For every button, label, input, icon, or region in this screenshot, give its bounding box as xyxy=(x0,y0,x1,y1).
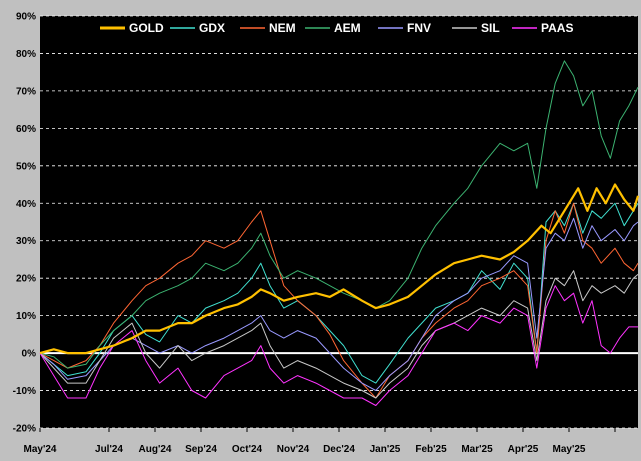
y-tick-label: 50% xyxy=(16,161,36,172)
series-line-gdx xyxy=(39,202,639,384)
x-tick-label: Mar'25 xyxy=(461,444,493,455)
legend: GOLD GDX NEM AEM FNV SIL PAAS xyxy=(100,21,573,35)
x-tick-label: Feb'25 xyxy=(415,444,447,455)
x-tick-label: Dec'24 xyxy=(323,444,355,455)
legend-label-gold: GOLD xyxy=(129,21,164,35)
y-tick-label: 70% xyxy=(16,86,36,97)
legend-label-paas: PAAS xyxy=(541,21,573,35)
y-tick-label: 30% xyxy=(16,236,36,247)
y-tick-label: 20% xyxy=(16,274,36,285)
y-tick-label: 10% xyxy=(16,311,36,322)
x-axis-labels: May'24 Jul'24 Aug'24 Sep'24 Oct'24 Nov'24 Dec'… xyxy=(24,428,616,455)
y-tick-label: -20% xyxy=(13,424,36,435)
series-line-fnv xyxy=(39,217,639,391)
x-tick-label: Jul'24 xyxy=(95,444,123,455)
x-tick-label: Nov'24 xyxy=(277,444,310,455)
y-tick-label: 80% xyxy=(16,49,36,60)
x-tick-label: Sep'24 xyxy=(185,444,217,455)
legend-label-fnv: FNV xyxy=(407,21,431,35)
x-tick-label: Oct'24 xyxy=(232,444,263,455)
series-line-paas xyxy=(39,285,638,406)
series-line-nem xyxy=(39,202,639,399)
y-tick-label: 0% xyxy=(22,349,37,360)
y-tick-label: -10% xyxy=(13,386,36,397)
x-tick-label: May'25 xyxy=(553,444,586,455)
x-tick-label: Jan'25 xyxy=(370,444,401,455)
x-tick-label: May'24 xyxy=(24,444,57,455)
series-line-gold xyxy=(39,183,640,355)
legend-label-sil: SIL xyxy=(481,21,500,35)
legend-label-aem: AEM xyxy=(334,21,361,35)
y-tick-label: 60% xyxy=(16,124,36,135)
plot-area xyxy=(40,16,638,428)
y-axis-labels: 90% 80% 70% 60% 50% 40% 30% 20% 10% 0% -10% -20% xyxy=(13,12,36,435)
y-tick-label: 40% xyxy=(16,199,36,210)
y-tick-label: 90% xyxy=(16,12,36,23)
gridlines xyxy=(40,15,638,429)
series-lines xyxy=(39,60,640,406)
legend-label-nem: NEM xyxy=(269,21,296,35)
x-tick-label: Apr'25 xyxy=(508,444,539,455)
x-tick-label: Aug'24 xyxy=(139,444,172,455)
legend-label-gdx: GDX xyxy=(199,21,225,35)
series-line-sil xyxy=(39,270,639,399)
